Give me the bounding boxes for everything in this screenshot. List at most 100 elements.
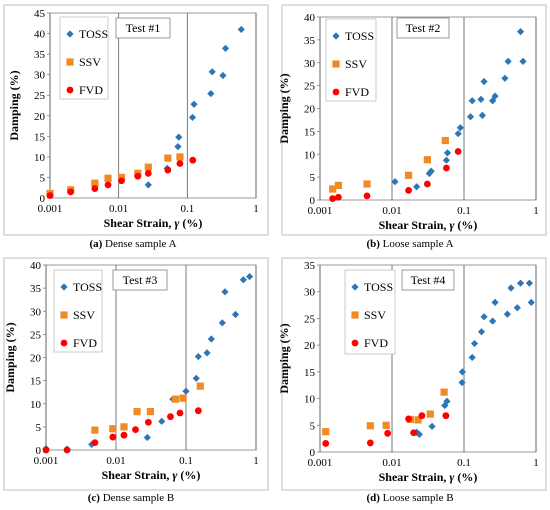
x-tick-label: 0.01 — [106, 455, 125, 467]
legend-marker-ssv — [60, 311, 68, 319]
y-tick-label: 30 — [304, 287, 316, 299]
y-tick-label: 20 — [304, 104, 316, 116]
fvd-point — [91, 439, 99, 446]
y-tick-label: 5 — [36, 422, 42, 434]
toss-point — [491, 92, 499, 100]
x-axis-title-text: Shear Strain, — [379, 470, 450, 484]
y-tick-label: 35 — [34, 49, 46, 61]
series-fvd — [46, 156, 197, 199]
toss-point — [468, 353, 476, 362]
toss-point — [442, 156, 451, 164]
y-tick-label: 45 — [34, 8, 46, 20]
test-label-box — [401, 269, 455, 291]
x-tick-label: 1 — [253, 203, 259, 215]
toss-point — [88, 440, 96, 449]
toss-point — [237, 25, 245, 34]
fvd-point — [42, 446, 50, 454]
legend-label-fvd: FVD — [364, 336, 388, 350]
fvd-point — [134, 172, 142, 180]
test-label-box — [115, 17, 171, 39]
toss-point — [454, 130, 462, 138]
y-tick-label: 35 — [304, 35, 316, 47]
x-axis-title-symbol: γ — [172, 468, 177, 482]
y-tick-label: 25 — [304, 313, 316, 325]
x-tick-label: 1 — [533, 457, 539, 469]
legend-label-toss: TOSS — [73, 280, 102, 294]
ssv-point — [196, 382, 204, 390]
toss-point — [456, 124, 464, 132]
x-tick-label: 0.001 — [308, 457, 333, 469]
caption-label: Loose sample B — [380, 492, 454, 504]
fvd-point — [104, 181, 112, 189]
fvd-point — [454, 148, 462, 155]
ssv-point — [164, 154, 172, 162]
x-tick-label: 1 — [533, 205, 539, 217]
x-tick-label: 1 — [253, 455, 259, 467]
x-axis-title: Shear Strain, γ (%) — [102, 468, 201, 482]
x-axis-title-text: Shear Strain, — [379, 218, 450, 232]
ssv-point — [91, 179, 99, 187]
panel-caption: (b) Loose sample A — [366, 238, 453, 250]
toss-point — [192, 374, 200, 382]
y-tick-label: 15 — [304, 367, 316, 379]
y-tick-label: 20 — [304, 340, 316, 352]
x-tick-label: 0.1 — [457, 457, 471, 469]
panel-caption: (a) Dense sample A — [89, 238, 176, 250]
fvd-point — [63, 446, 71, 454]
toss-point — [428, 422, 436, 430]
toss-point — [516, 279, 525, 287]
legend-marker-toss — [351, 283, 359, 291]
legend-label-toss: TOSS — [79, 27, 108, 41]
y-tick-label: 35 — [304, 260, 316, 272]
fvd-point — [405, 186, 412, 194]
caption-label: Dense sample B — [100, 492, 174, 504]
toss-point — [477, 95, 485, 103]
y-tick-label: 5 — [310, 172, 316, 184]
y-tick-label: 15 — [30, 376, 42, 388]
fvd-point — [167, 413, 174, 421]
ssv-point — [423, 156, 431, 164]
legend-marker-toss — [332, 32, 340, 40]
toss-point — [391, 178, 399, 186]
caption-letter: (c) — [88, 492, 101, 504]
toss-point — [468, 97, 476, 105]
fvd-point — [384, 429, 392, 437]
legend-marker-ssv — [351, 311, 359, 319]
toss-point — [415, 430, 423, 438]
toss-point — [208, 68, 216, 76]
fvd-point — [334, 193, 342, 201]
toss-point — [504, 57, 512, 65]
x-axis-title-text: Shear Strain, — [104, 216, 175, 230]
x-axis-title-unit: (%) — [454, 218, 477, 232]
x-axis-title-text: Shear Strain, — [102, 468, 173, 482]
ssv-point — [120, 423, 128, 431]
toss-point — [190, 100, 198, 108]
fvd-point — [194, 407, 202, 415]
y-tick-label: 25 — [30, 329, 42, 341]
ssv-point — [104, 174, 112, 182]
toss-point — [239, 276, 247, 284]
fvd-point — [46, 192, 54, 199]
legend-label-fvd: FVD — [73, 336, 97, 350]
y-axis-title: Damping (%) — [277, 323, 291, 393]
ssv-point — [404, 171, 413, 179]
toss-point — [203, 349, 211, 357]
toss-point — [207, 335, 215, 343]
y-tick-label: 25 — [304, 81, 316, 93]
ssv-point — [133, 408, 141, 416]
toss-point — [516, 28, 525, 36]
y-axis-title: Damping (%) — [3, 322, 17, 392]
legend-label-ssv: SSV — [79, 55, 101, 69]
toss-point — [466, 113, 475, 121]
toss-point — [507, 284, 515, 292]
toss-point — [221, 44, 230, 52]
toss-point — [503, 310, 511, 318]
x-axis-title-symbol: γ — [449, 470, 454, 484]
caption-letter: (b) — [366, 238, 380, 250]
legend-marker-toss — [60, 283, 68, 291]
toss-point — [194, 352, 202, 361]
y-axis-title: Damping (%) — [277, 73, 291, 143]
toss-point — [491, 298, 499, 306]
